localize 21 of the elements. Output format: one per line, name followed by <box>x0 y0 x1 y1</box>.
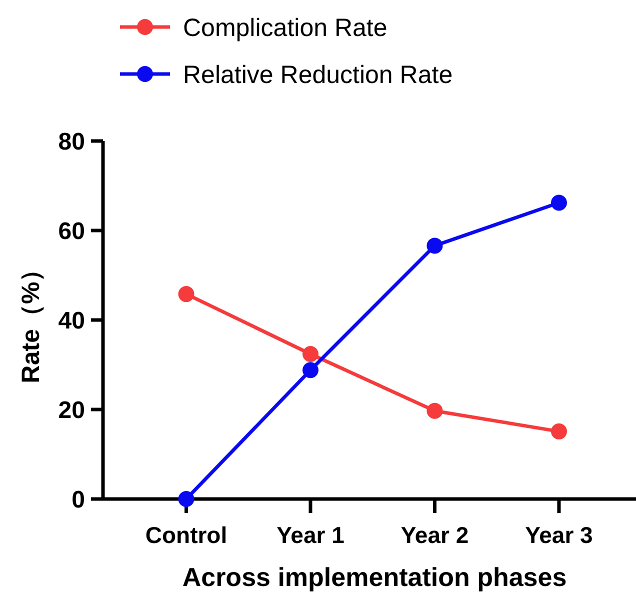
point <box>302 346 318 362</box>
y-tick-label: 80 <box>58 128 85 156</box>
legend-label: Complication Rate <box>183 14 388 42</box>
point <box>302 362 318 378</box>
y-tick-label: 0 <box>72 486 85 514</box>
y-tick-label: 20 <box>58 396 85 424</box>
point <box>550 423 567 440</box>
y-tick-label: 40 <box>58 307 85 334</box>
y-tick-label: 60 <box>58 218 85 245</box>
point <box>426 402 443 419</box>
x-tick-label: Year 1 <box>276 522 345 548</box>
point <box>178 491 194 507</box>
x-tick-label: Year 3 <box>525 522 593 548</box>
x-tick-label: Control <box>145 522 228 548</box>
y-axis-title: Rate（%） <box>17 256 45 384</box>
point <box>550 194 567 211</box>
point <box>178 286 194 302</box>
x-tick-label: Year 2 <box>400 522 469 548</box>
legend-label: Relative Reduction Rate <box>183 60 453 89</box>
point <box>426 238 443 254</box>
x-axis-title: Across implementation phases <box>182 562 567 592</box>
